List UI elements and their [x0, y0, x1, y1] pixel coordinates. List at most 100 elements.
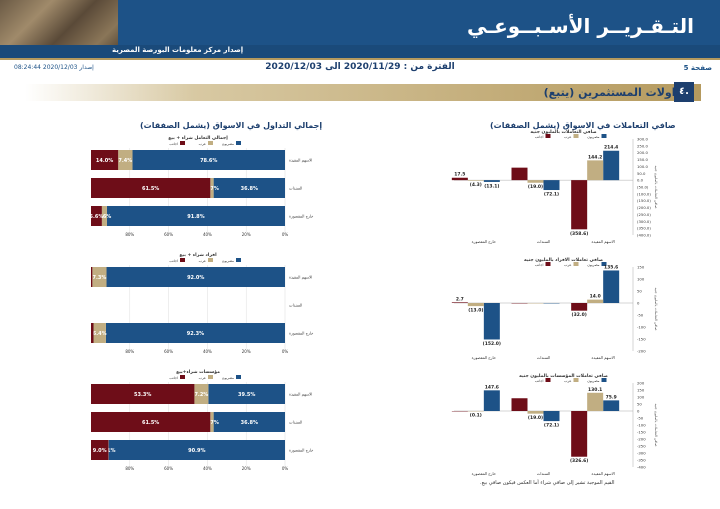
share-chart-2-legend-swatch-0: [236, 375, 241, 379]
share-chart-0-data-label-1-1: 1.7%: [205, 186, 219, 192]
share-chart-0-legend-swatch-1: [208, 141, 213, 145]
net-chart-0-tick-8: (100.0): [637, 191, 651, 196]
share-chart-1-tick-3: 60%: [164, 349, 173, 354]
net-chart-1-data-label-2-2: 2.7: [456, 296, 464, 302]
net-chart-2-bar-0-0: [603, 400, 620, 411]
report-header: التـقـريــر الأسـبــوعـي إصدار مركز معلو…: [0, 0, 720, 58]
share-chart-2-category-1: السندات: [289, 420, 302, 425]
net-chart-0-data-label-1-0: (72.1): [544, 192, 559, 198]
net-chart-1-legend-label-2: اجانب: [535, 263, 544, 267]
net-chart-0-tick-3: 150.0: [637, 157, 648, 162]
net-chart-0-tick-6: 0.0: [637, 178, 644, 183]
section-title: تداولات المستثمرين (يتبع): [543, 86, 686, 99]
share-chart-0-tick-4: 80%: [125, 232, 134, 237]
period-range: الفترة من : 2020/11/29 الى 2020/12/03: [265, 62, 455, 72]
share-chart-1-legend-swatch-2: [180, 258, 185, 262]
net-chart-0-bar-2-1: [467, 180, 484, 181]
gold-divider: [0, 58, 720, 60]
share-chart-2-legend-label-2: اجانب: [169, 376, 178, 380]
net-chart-1-category-0: الاسهم المقيدة: [591, 355, 614, 360]
share-chart-0-data-label-0-1: 7.4%: [118, 158, 132, 164]
share-chart-0-segment-0-1: [118, 150, 133, 170]
share-chart-2-data-label-2-1: 0.1%: [102, 448, 116, 454]
share-chart-0-legend-label-2: اجانب: [169, 142, 178, 146]
net-chart-0-data-label-2-0: (13.1): [484, 183, 499, 189]
net-chart-2-tick-4: 0: [637, 409, 640, 414]
share-chart-0-tick-2: 40%: [203, 232, 212, 237]
net-chart-0-bar-2-2: [451, 177, 468, 181]
net-chart-2-ylabel: صافي التعاملات بالمليون جنيه: [654, 404, 658, 447]
net-chart-2-tick-7: -150: [637, 430, 646, 435]
net-chart-1-tick-7: -200: [637, 349, 646, 354]
net-chart-2-bar-1-0: [543, 411, 560, 422]
net-chart-0-bar-0-2: [571, 180, 588, 230]
footnote: القيم الموجبة تشير إلى صافي شراء أما الع…: [480, 480, 615, 486]
share-chart-2-data-label-1-2: 61.5%: [142, 420, 159, 426]
net-chart-2-bar-1-2: [511, 398, 528, 411]
net-chart-2-tick-3: 50: [637, 402, 642, 407]
net-chart-2-tick-0: 200: [637, 381, 645, 386]
net-chart-1-tick-1: 100: [637, 277, 645, 282]
share-chart-0-tick-1: 20%: [242, 232, 251, 237]
share-chart-2-data-label-0-1: 7.2%: [194, 392, 208, 398]
net-chart-2-tick-12: -400: [637, 465, 646, 470]
net-chart-0-data-label-2-2: 17.5: [454, 172, 465, 178]
share-chart-1-title: افراد شراء + بيع: [179, 252, 217, 258]
net-chart-0-title: صافي التعاملات بالمليون جنيه: [530, 130, 596, 135]
share-chart-0-data-label-2-2: 5.6%: [89, 214, 103, 220]
net-chart-0-legend-swatch-1: [573, 134, 579, 138]
share-chart-0-segment-1-1: [210, 178, 214, 198]
share-chart-0-legend-label-0: مصريون: [222, 142, 234, 146]
net-chart-0-legend-swatch-2: [545, 134, 551, 138]
net-chart-2-data-label-2-0: 147.6: [485, 384, 499, 390]
share-chart-1-segment-2-1: [93, 323, 106, 343]
share-chart-2-tick-1: 20%: [242, 466, 251, 471]
share-chart-0-data-label-2-0: 91.8%: [187, 214, 204, 220]
net-chart-0-tick-2: 200.0: [637, 150, 648, 155]
net-chart-1-data-label-2-1: (13.0): [468, 308, 483, 314]
net-chart-0-bar-2-0: [483, 180, 500, 182]
section-number: ٤.: [674, 82, 694, 102]
share-chart-1-category-1: السندات: [289, 303, 302, 308]
share-chart-1-segment-2-0: [105, 323, 285, 343]
share-chart-0-tick-3: 60%: [164, 232, 173, 237]
net-chart-1-data-label-0-1: 14.0: [590, 294, 601, 300]
net-chart-1-data-label-2-0: (152.0): [483, 341, 501, 347]
share-chart-2-segment-0-2: [91, 384, 195, 404]
net-chart-0-legend-label-1: عرب: [564, 135, 571, 139]
share-chart-2-segment-0-0: [208, 384, 285, 404]
net-chart-0-bar-1-0: [543, 180, 560, 191]
share-chart-1-data-label-2-1: 6.4%: [93, 331, 107, 337]
share-chart-0-segment-1-2: [91, 178, 211, 198]
share-chart-0-category-1: السندات: [289, 186, 302, 191]
share-chart-0-legend-swatch-0: [236, 141, 241, 145]
net-chart-2-tick-2: 100: [637, 395, 645, 400]
share-chart-2-segment-2-2: [91, 440, 109, 460]
share-chart-2-legend-label-0: مصريون: [222, 376, 234, 380]
net-chart-0-category-0: الاسهم المقيدة: [591, 239, 614, 244]
net-chart-0-tick-4: 100.0: [637, 164, 648, 169]
net-chart-1-tick-3: 0: [637, 301, 640, 306]
report-subtitle: إصدار مركز معلومات البورصة المصرية: [112, 46, 244, 54]
net-chart-2-tick-6: -100: [637, 423, 646, 428]
net-chart-2-legend-label-0: مصريون: [587, 379, 599, 383]
net-chart-1-bar-0-1: [587, 299, 604, 303]
net-chart-2-tick-5: -50: [637, 416, 644, 421]
net-chart-0-tick-14: (400.0): [637, 233, 651, 238]
share-chart-0-data-label-1-2: 61.5%: [142, 186, 159, 192]
net-chart-2-data-label-1-0: (72.1): [544, 423, 559, 429]
share-chart-0-data-label-1-0: 36.8%: [241, 186, 258, 192]
share-chart-2-segment-1-0: [213, 412, 285, 432]
net-chart-0-data-label-0-2: (358.6): [570, 231, 588, 237]
share-chart-2-segment-2-0: [108, 440, 286, 460]
net-chart-1-category-1: السندات: [537, 355, 550, 360]
net-chart-1-ylabel: صافي التعاملات بالمليون جنيه: [654, 288, 658, 331]
share-chart-2-legend-swatch-1: [208, 375, 213, 379]
share-chart-2-data-label-1-0: 36.8%: [241, 420, 258, 426]
share-chart-2-data-label-1-1: 1.7%: [205, 420, 219, 426]
share-chart-1-tick-4: 80%: [125, 349, 134, 354]
share-chart-1-data-label-0-0: 92.0%: [187, 275, 204, 281]
net-chart-0-tick-11: (250.0): [637, 212, 651, 217]
share-chart-1-category-2: خارج المقصورة: [289, 331, 314, 336]
net-chart-2-data-label-0-2: (326.6): [570, 458, 588, 464]
